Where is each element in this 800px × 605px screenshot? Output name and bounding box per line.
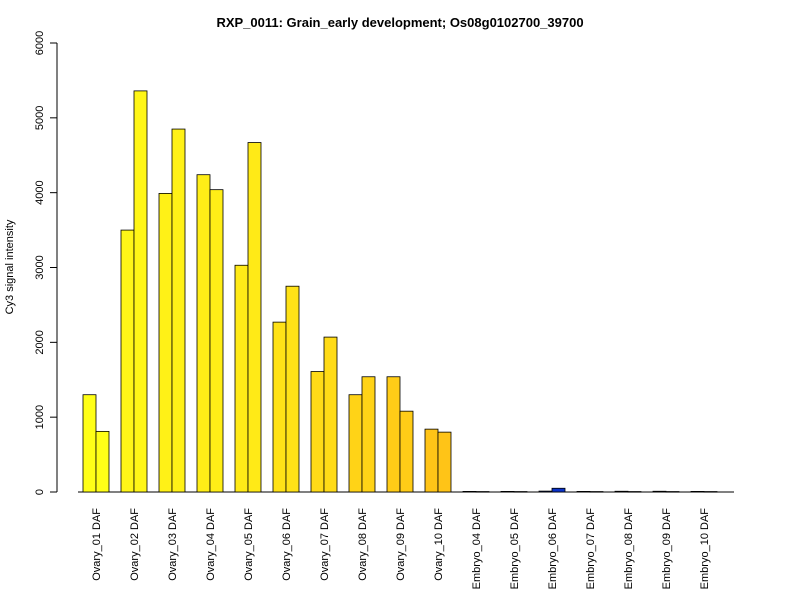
bar bbox=[665, 491, 680, 493]
y-axis-label: Cy3 signal intensity bbox=[4, 219, 16, 314]
x-tick-label: Ovary_03 DAF bbox=[167, 508, 179, 581]
bar bbox=[348, 394, 363, 493]
bar bbox=[361, 376, 376, 493]
bar bbox=[462, 491, 477, 493]
x-tick-label: Ovary_09 DAF bbox=[395, 508, 407, 581]
x-tick-label: Embryo_07 DAF bbox=[585, 508, 597, 590]
x-tick-label: Embryo_05 DAF bbox=[509, 508, 521, 590]
bar bbox=[285, 285, 300, 493]
bar bbox=[82, 394, 97, 493]
x-tick-label: Embryo_04 DAF bbox=[471, 508, 483, 590]
x-tick-label: Embryo_08 DAF bbox=[623, 508, 635, 590]
x-tick-label: Ovary_04 DAF bbox=[205, 508, 217, 581]
y-tick-label: 2000 bbox=[34, 330, 46, 354]
bar bbox=[690, 491, 705, 493]
y-tick-label: 3000 bbox=[34, 255, 46, 279]
bar bbox=[538, 490, 553, 493]
y-axis: 0 1000 2000 3000 4000 5000 6000 bbox=[34, 31, 58, 495]
bar bbox=[437, 431, 452, 493]
y-tick-label: 0 bbox=[34, 489, 46, 495]
x-tick-label: Ovary_02 DAF bbox=[129, 508, 141, 581]
category-labels: Ovary_01 DAF Ovary_02 DAF Ovary_03 DAF Ovar… bbox=[91, 508, 711, 590]
x-tick-label: Ovary_08 DAF bbox=[357, 508, 369, 581]
bar bbox=[652, 490, 667, 493]
bar bbox=[247, 142, 262, 493]
x-tick-label: Embryo_09 DAF bbox=[661, 508, 673, 590]
bar bbox=[196, 174, 211, 493]
bar bbox=[323, 336, 338, 493]
bar bbox=[589, 491, 604, 493]
bar bbox=[272, 321, 287, 493]
bar bbox=[209, 189, 224, 493]
bars bbox=[82, 90, 718, 493]
bar bbox=[424, 428, 439, 493]
bar bbox=[703, 491, 718, 493]
bar bbox=[95, 430, 110, 493]
x-tick-label: Embryo_06 DAF bbox=[547, 508, 559, 590]
bar bbox=[614, 490, 629, 493]
x-tick-label: Ovary_10 DAF bbox=[433, 508, 445, 581]
bar bbox=[627, 491, 642, 493]
bar bbox=[158, 193, 173, 493]
x-tick-label: Ovary_01 DAF bbox=[91, 508, 103, 581]
bar bbox=[386, 376, 401, 493]
y-tick-label: 6000 bbox=[34, 31, 46, 55]
bar bbox=[513, 491, 528, 493]
x-tick-label: Ovary_06 DAF bbox=[281, 508, 293, 581]
bar bbox=[399, 410, 414, 493]
y-tick-label: 5000 bbox=[34, 106, 46, 130]
x-tick-label: Embryo_10 DAF bbox=[699, 508, 711, 590]
bar bbox=[500, 491, 515, 493]
chart-title: RXP_0011: Grain_early development; Os08g… bbox=[216, 15, 583, 30]
x-tick-label: Ovary_07 DAF bbox=[319, 508, 331, 581]
bar bbox=[310, 371, 325, 493]
bar bbox=[576, 491, 591, 493]
bar bbox=[551, 487, 566, 493]
x-tick-label: Ovary_05 DAF bbox=[243, 508, 255, 581]
y-tick-label: 4000 bbox=[34, 180, 46, 204]
bar bbox=[171, 128, 186, 493]
bar bbox=[234, 264, 249, 493]
y-tick-label: 1000 bbox=[34, 405, 46, 429]
bar bbox=[133, 90, 148, 493]
bar bbox=[475, 491, 490, 493]
bar bbox=[120, 229, 135, 493]
